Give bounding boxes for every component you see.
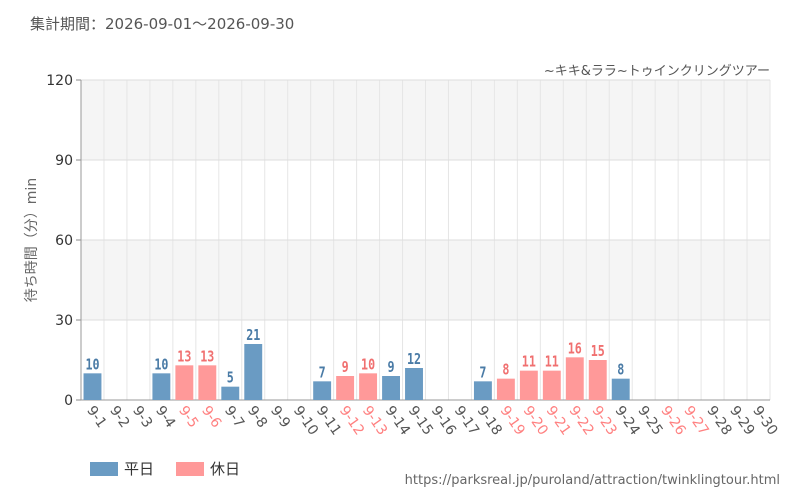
- value-label-9-21: 11: [545, 354, 559, 371]
- value-label-9-23: 15: [591, 344, 605, 361]
- value-label-9-20: 11: [522, 354, 536, 371]
- bar-9-11: [313, 381, 332, 400]
- x-tick-label-9-29: 9-29: [726, 403, 757, 438]
- x-tick-label-9-14: 9-14: [382, 403, 413, 438]
- x-tick-label-9-19: 9-19: [497, 403, 528, 438]
- value-label-9-1: 10: [85, 357, 99, 374]
- x-tick-label-9-16: 9-16: [428, 403, 459, 438]
- value-label-9-7: 5: [227, 370, 234, 387]
- bar-9-22: [565, 357, 584, 400]
- y-tick-label: 60: [55, 233, 73, 249]
- bar-9-1: [83, 373, 102, 400]
- x-tick-label-9-23: 9-23: [588, 403, 619, 438]
- value-label-9-15: 12: [407, 352, 421, 369]
- legend-swatch-holiday: [176, 461, 205, 476]
- legend-item-holiday: 休日: [176, 458, 240, 479]
- bar-9-12: [336, 376, 355, 400]
- x-tick-label-9-18: 9-18: [474, 403, 505, 438]
- value-label-9-18: 7: [479, 365, 486, 382]
- x-tick-label-9-4: 9-4: [152, 403, 178, 431]
- x-tick-label-9-17: 9-17: [451, 403, 482, 438]
- bar-9-5: [175, 365, 194, 400]
- x-tick-label-9-15: 9-15: [405, 403, 436, 438]
- legend: 平日 休日: [90, 458, 262, 479]
- y-tick-label: 0: [64, 393, 73, 409]
- value-label-9-8: 21: [246, 328, 260, 345]
- value-label-9-6: 13: [200, 349, 214, 366]
- bar-9-14: [382, 376, 401, 400]
- bar-9-15: [405, 368, 423, 400]
- x-tick-label-9-7: 9-7: [221, 403, 247, 431]
- collection-period-label: 集計期間：2026-09-01～2026-09-30: [30, 15, 295, 33]
- x-tick-label-9-21: 9-21: [543, 403, 574, 438]
- y-tick-label: 30: [55, 313, 73, 329]
- x-tick-label-9-28: 9-28: [703, 403, 734, 438]
- value-label-9-24: 8: [617, 362, 624, 379]
- x-tick-label-9-5: 9-5: [175, 403, 201, 431]
- x-tick-label-9-9: 9-9: [267, 403, 293, 431]
- x-tick-label-9-24: 9-24: [611, 403, 642, 438]
- bar-9-13: [359, 373, 378, 400]
- bar-9-4: [152, 373, 171, 400]
- x-tick-label-9-13: 9-13: [359, 403, 390, 438]
- x-tick-label-9-12: 9-12: [336, 403, 367, 438]
- value-label-9-4: 10: [154, 357, 168, 374]
- value-label-9-11: 7: [319, 365, 326, 382]
- bar-9-19: [496, 378, 515, 400]
- x-tick-label-9-11: 9-11: [313, 403, 344, 438]
- bar-9-23: [588, 360, 607, 400]
- value-label-9-14: 9: [388, 360, 395, 377]
- y-tick-label: 120: [46, 73, 73, 89]
- x-tick-label-9-8: 9-8: [244, 403, 270, 431]
- x-tick-label-9-27: 9-27: [680, 403, 711, 438]
- bar-9-8: [244, 344, 263, 400]
- value-label-9-12: 9: [342, 360, 349, 377]
- x-tick-label-9-6: 9-6: [198, 403, 224, 431]
- x-tick-label-9-10: 9-10: [290, 403, 321, 438]
- value-label-9-19: 8: [502, 362, 509, 379]
- value-label-9-5: 13: [177, 349, 191, 366]
- bar-9-6: [198, 365, 217, 400]
- x-tick-label-9-30: 9-30: [749, 403, 780, 438]
- bar-9-21: [542, 370, 561, 400]
- bar-9-24: [611, 378, 630, 400]
- bar-9-7: [221, 386, 240, 400]
- y-axis-label: 待ち時間（分）min: [24, 178, 40, 302]
- value-label-9-22: 16: [568, 341, 582, 358]
- x-tick-label-9-26: 9-26: [657, 403, 688, 438]
- x-tick-label-9-3: 9-3: [129, 403, 155, 431]
- legend-label-holiday: 休日: [210, 460, 241, 478]
- source-url: https://parksreal.jp/puroland/attraction…: [404, 473, 780, 488]
- legend-label-weekday: 平日: [124, 460, 155, 478]
- bar-9-20: [519, 370, 538, 400]
- x-tick-label-9-20: 9-20: [520, 403, 551, 438]
- chart-title: ~キキ&ララ~トゥインクリングツアー: [544, 64, 770, 79]
- x-tick-label-9-2: 9-2: [106, 403, 132, 431]
- bar-9-18: [473, 381, 492, 400]
- legend-item-weekday: 平日: [90, 458, 154, 479]
- x-tick-label-9-22: 9-22: [566, 403, 597, 438]
- x-tick-label-9-25: 9-25: [634, 403, 665, 438]
- y-tick-label: 90: [55, 153, 73, 169]
- legend-swatch-weekday: [90, 461, 118, 476]
- x-tick-label-9-1: 9-1: [83, 403, 109, 431]
- value-label-9-13: 10: [361, 357, 375, 374]
